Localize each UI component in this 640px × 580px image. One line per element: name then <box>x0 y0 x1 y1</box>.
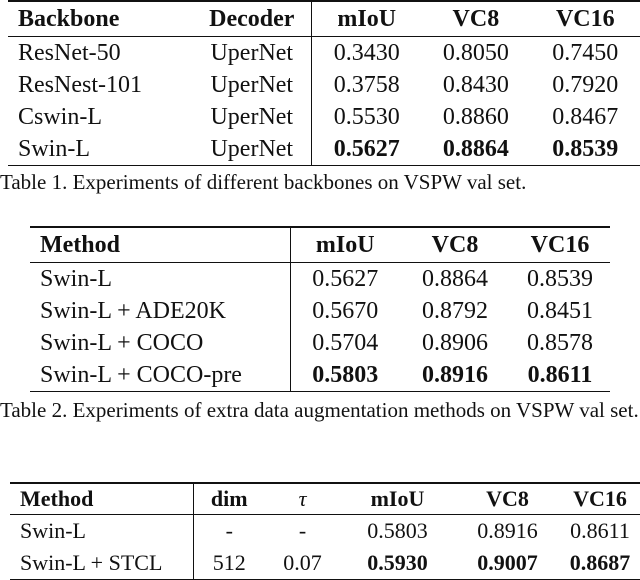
table-cell: - <box>298 518 307 543</box>
table-cell: 0.8451 <box>527 297 593 324</box>
table-cell: 512 <box>193 547 265 580</box>
table-cell: 0.8864 <box>421 133 531 166</box>
table-cell: 0.7450 <box>552 39 619 66</box>
header-cell: mIoU <box>340 482 455 515</box>
table: Method mIoU VC8 VC16 Swin-L 0.5627 0.8864 0.853… <box>30 226 610 392</box>
table-cell: ResNest-101 <box>18 71 142 98</box>
table-row: Swin-L - - 0.5803 0.8916 0.8611 <box>10 514 640 547</box>
table-cell: 0.3758 <box>333 71 400 98</box>
table-row: Swin-L + COCO-pre 0.5803 0.8916 0.8611 <box>30 359 610 392</box>
table-cell: 0.7920 <box>552 71 619 98</box>
table-header: Method mIoU VC8 VC16 <box>30 226 610 263</box>
table-cell: 0.8906 <box>422 329 488 356</box>
table-cell: - <box>225 518 233 543</box>
table-cell: Swin-L + ADE20K <box>30 295 291 327</box>
table-row: ResNest-101 UperNet 0.3758 0.8430 0.7920 <box>8 69 640 101</box>
header-cell: Method <box>30 226 291 263</box>
table-cell: Swin-L <box>8 133 193 166</box>
table-row: Cswin-L UperNet 0.5530 0.8860 0.8467 <box>8 101 640 133</box>
header-cell: τ <box>265 482 340 515</box>
table-cell: 0.8916 <box>477 518 538 543</box>
table-cell: Swin-L <box>30 262 291 295</box>
table-cell: 0.9007 <box>455 547 560 580</box>
table-cell: 0.8611 <box>510 359 610 392</box>
table-row: Swin-L + ADE20K 0.5670 0.8792 0.8451 <box>30 295 610 327</box>
table-row: Swin-L 0.5627 0.8864 0.8539 <box>30 262 610 295</box>
table-cell: 0.5627 <box>312 265 379 292</box>
header-cell: Backbone <box>8 0 193 37</box>
table-cell: 0.5803 <box>367 518 428 543</box>
table-cell: 0.8916 <box>400 359 510 392</box>
table-cell: UperNet <box>192 133 313 166</box>
caption: Table 2. Experiments of extra data augme… <box>0 398 639 422</box>
table-cell: 0.8050 <box>442 39 509 66</box>
table-header: Method dim τ mIoU VC8 VC16 <box>10 482 640 515</box>
table: Method dim τ mIoU VC8 VC16 Swin-L - -0.5803 0.891… <box>10 482 640 580</box>
table-cell: 0.8687 <box>560 547 640 580</box>
table-cell: 0.8539 <box>530 133 640 166</box>
table-cell: Swin-L + STCL <box>10 547 194 580</box>
table-cell: 0.8539 <box>527 265 593 292</box>
table-body: Swin-L - - 0.5803 0.8916 0.8611 Swin-L + STCL 5… <box>10 514 640 580</box>
header-cell: VC8 <box>455 482 560 515</box>
table-cell: UperNet <box>192 36 313 69</box>
header-row: Backbone Decoder mIoU VC8 VC16 <box>8 0 640 37</box>
table-cell: 0.8792 <box>422 297 488 324</box>
table-row: Swin-L + COCO 0.5704 0.8906 0.8578 <box>30 327 610 359</box>
table-cell: 0.5627 <box>311 133 422 166</box>
header-cell: VC16 <box>560 482 640 515</box>
data-table: Backbone Decoder mIoU VC8 VC16 ResNet-50 UperN… <box>8 0 640 166</box>
table-body: ResNet-50 UperNet 0.3430 0.8050 0.7450 ResNes… <box>8 36 640 166</box>
table-cell: 0.8860 <box>442 103 509 130</box>
table-cell: 0.5704 <box>312 329 379 356</box>
header-row: Method dim τ mIoU VC8 VC16 <box>10 482 640 515</box>
header-row: Method mIoU VC8 VC16 <box>30 226 610 263</box>
table-cell: 0.8611 <box>570 518 630 543</box>
table-cell: Cswin-L <box>18 103 102 130</box>
header-cell: Decoder <box>192 0 313 37</box>
header-cell: mIoU <box>311 0 422 37</box>
header-cell: mIoU <box>290 226 400 263</box>
table-cell: 0.5803 <box>290 359 400 392</box>
header-cell: VC16 <box>510 226 610 263</box>
table-body: Swin-L 0.5627 0.8864 0.8539 Swin-L + ADE20K 0… <box>30 262 610 392</box>
header-cell: VC8 <box>400 226 510 263</box>
data-table: Method dim τ mIoU VC8 VC16 Swin-L - -0.5803 0.891… <box>10 482 640 580</box>
data-table: Method mIoU VC8 VC16 Swin-L 0.5627 0.8864 0.853… <box>30 226 610 392</box>
header-cell: VC16 <box>530 0 640 37</box>
table-cell: 0.8578 <box>527 329 593 356</box>
table-row: Swin-L + STCL 512 0.07 0.5930 0.9007 0.8687 <box>10 547 640 580</box>
table-cell: 0.07 <box>265 547 340 580</box>
table-cell: 0.8430 <box>442 71 509 98</box>
header-cell: Method <box>10 482 194 515</box>
table: Backbone Decoder mIoU VC8 VC16 ResNet-50 UperN… <box>8 0 640 166</box>
table-cell: 0.8864 <box>422 265 488 292</box>
header-cell: VC8 <box>421 0 531 37</box>
table-cell: ResNet-50 <box>18 39 121 66</box>
table-row: ResNet-50 UperNet 0.3430 0.8050 0.7450 <box>8 36 640 69</box>
header-cell: dim <box>193 482 265 515</box>
table-cell: Swin-L <box>10 514 194 547</box>
caption: Table 1. Experiments of different backbo… <box>0 170 527 194</box>
table-cell: Swin-L + COCO <box>30 327 291 359</box>
table-cell: UperNet <box>192 101 313 133</box>
table-cell: 0.5530 <box>333 103 400 130</box>
table-cell: 0.5670 <box>312 297 379 324</box>
table-cell: 0.8467 <box>552 103 619 130</box>
table-row: Swin-L UperNet 0.5627 0.8864 0.8539 <box>8 133 640 166</box>
table-cell: UperNet <box>192 69 313 101</box>
table-cell: 0.5930 <box>340 547 455 580</box>
table-cell: 0.3430 <box>333 39 400 66</box>
table-header: Backbone Decoder mIoU VC8 VC16 <box>8 0 640 37</box>
table-cell: Swin-L + COCO-pre <box>30 359 291 392</box>
